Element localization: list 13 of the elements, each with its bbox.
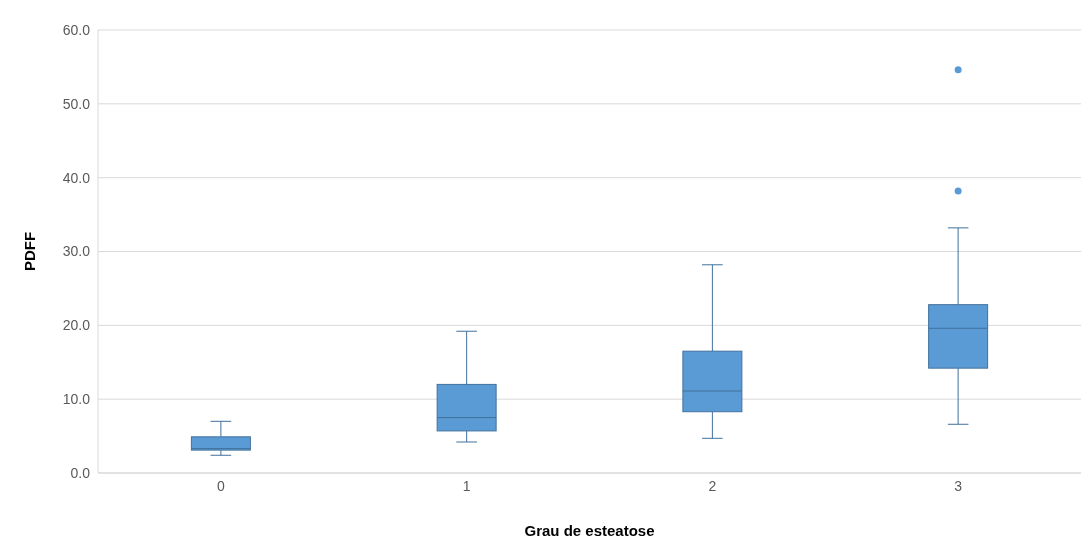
y-tick-label: 60.0 <box>62 21 91 38</box>
x-tick-label: 2 <box>708 477 717 494</box>
y-tick-label: 20.0 <box>62 317 91 334</box>
y-tick-label: 30.0 <box>62 243 91 260</box>
x-axis-title: Grau de esteatose <box>524 522 655 539</box>
x-tick-label: 0 <box>216 477 225 494</box>
y-tick-label: 0.0 <box>70 464 91 481</box>
y-tick-label: 40.0 <box>62 169 91 186</box>
x-tick-label: 1 <box>462 477 471 494</box>
y-tick-label: 50.0 <box>62 95 91 112</box>
y-axis-title: PDFF <box>21 231 39 272</box>
y-tick-label: 10.0 <box>62 391 91 408</box>
x-tick-label: 3 <box>954 477 963 494</box>
